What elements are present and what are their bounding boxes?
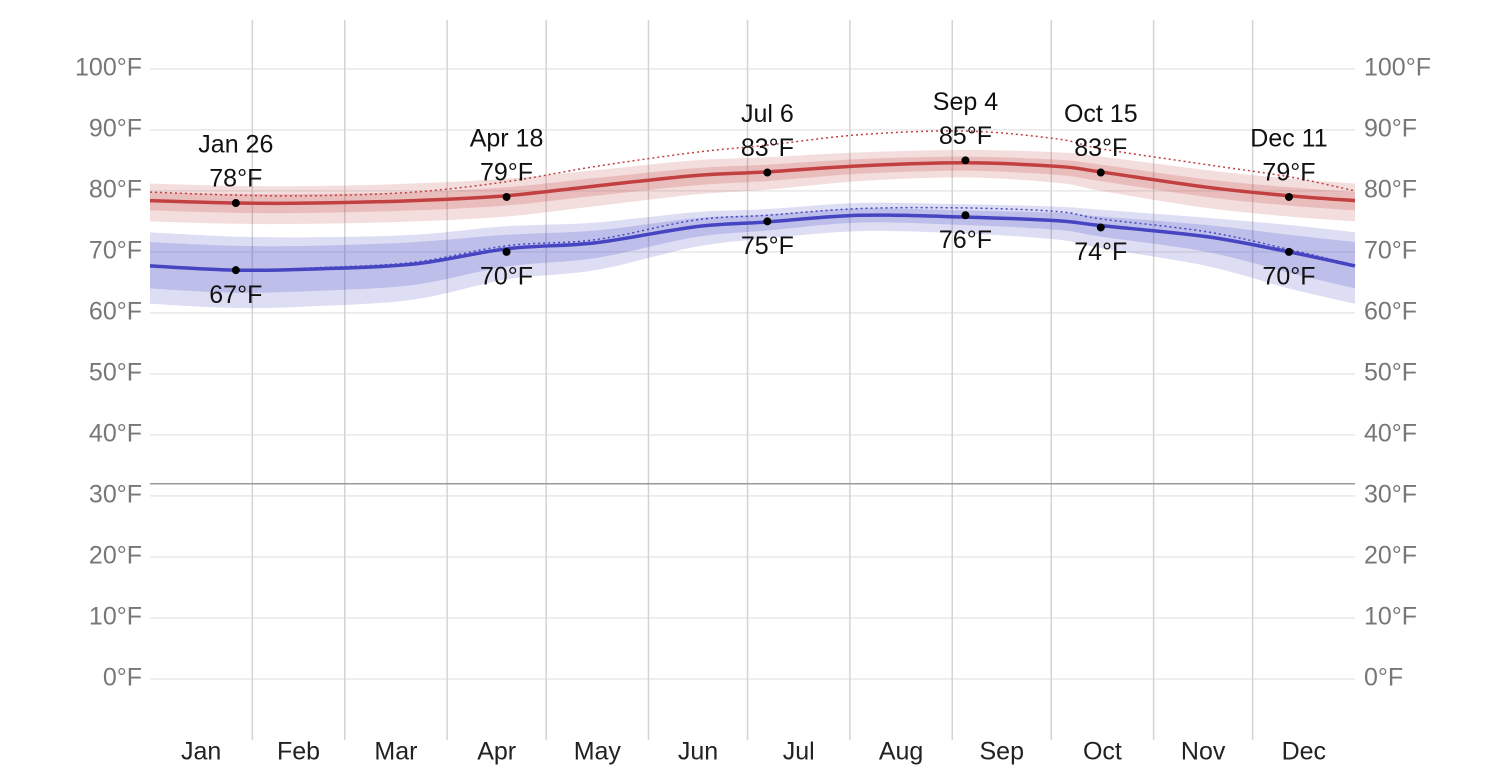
annotation-dot [502, 192, 511, 201]
y2-tick-label: 90°F [1364, 114, 1417, 142]
annotation-date: Oct 15 [1064, 100, 1138, 128]
annotation-dot [1284, 192, 1293, 201]
annotation-dot [961, 156, 970, 165]
annotation-label: 83°F [741, 134, 794, 162]
x-tick-label: Feb [277, 738, 320, 766]
outer-band [150, 149, 1355, 225]
x-tick-label: Jul [783, 738, 815, 766]
x-tick-label: Oct [1083, 738, 1122, 766]
x-tick-label: Dec [1282, 738, 1326, 766]
annotation-label: 85°F [939, 122, 992, 150]
y-tick-label: 10°F [89, 603, 142, 631]
y-tick-label: 50°F [89, 359, 142, 387]
annotation-label: 70°F [480, 262, 533, 290]
x-tick-label: Sep [980, 738, 1024, 766]
annotation-dot [763, 168, 772, 177]
annotation-date: Jan 26 [198, 131, 273, 159]
dotted-line [149, 130, 1356, 197]
y2-tick-label: 20°F [1364, 542, 1417, 570]
x-tick-label: Mar [374, 738, 417, 766]
y2-tick-label: 0°F [1364, 664, 1403, 692]
y2-tick-label: 40°F [1364, 420, 1417, 448]
annotation-label: 67°F [209, 281, 262, 309]
annotation-date: Dec 11 [1250, 125, 1327, 153]
annotation-dot [1096, 168, 1105, 177]
annotation-date: Jul 6 [741, 100, 794, 128]
y2-tick-label: 60°F [1364, 297, 1417, 325]
y-tick-label: 30°F [89, 481, 142, 509]
y2-tick-label: 10°F [1364, 603, 1417, 631]
annotation-label: 74°F [1074, 238, 1127, 266]
annotation-label: 78°F [209, 165, 262, 193]
annotation-date: Apr 18 [470, 125, 544, 153]
x-tick-label: Nov [1181, 738, 1226, 766]
x-tick-label: Jun [678, 738, 718, 766]
y2-tick-label: 80°F [1364, 175, 1417, 203]
annotation-dot [1284, 247, 1293, 256]
annotation-label: 79°F [1262, 159, 1315, 187]
x-tick-label: Apr [477, 738, 516, 766]
annotation-dot [231, 199, 240, 208]
y-tick-label: 70°F [89, 236, 142, 264]
annotation-label: 70°F [1262, 262, 1315, 290]
annotation-dot [231, 266, 240, 275]
x-tick-label: Aug [879, 738, 923, 766]
inner-band [150, 208, 1355, 293]
annotation-label: 75°F [741, 232, 794, 260]
annotation-date: Sep 4 [933, 88, 998, 116]
annotation-dot [502, 247, 511, 256]
y-tick-label: 40°F [89, 420, 142, 448]
outer-band [150, 202, 1355, 309]
y2-tick-label: 70°F [1364, 236, 1417, 264]
y-tick-label: 20°F [89, 542, 142, 570]
annotation-dot [1096, 223, 1105, 232]
annotation-label: 79°F [480, 159, 533, 187]
y-tick-label: 0°F [103, 664, 142, 692]
y-tick-label: 60°F [89, 297, 142, 325]
annotation-label: 83°F [1074, 134, 1127, 162]
annotation-label: 76°F [939, 226, 992, 254]
y-tick-label: 90°F [89, 114, 142, 142]
y2-tick-label: 30°F [1364, 481, 1417, 509]
y-tick-label: 80°F [89, 175, 142, 203]
annotation-dot [961, 211, 970, 220]
y2-tick-label: 50°F [1364, 359, 1417, 387]
y2-tick-label: 100°F [1364, 53, 1431, 81]
y-tick-label: 100°F [75, 53, 142, 81]
x-tick-label: May [574, 738, 622, 766]
x-tick-label: Jan [181, 738, 221, 766]
annotation-dot [763, 217, 772, 226]
